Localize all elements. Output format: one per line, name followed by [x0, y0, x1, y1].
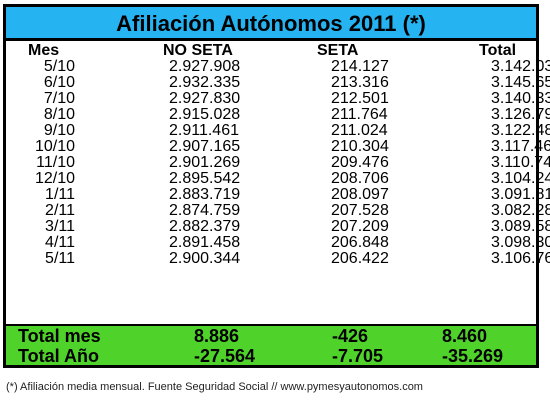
cell-no-seta: 2.874.759 [169, 202, 241, 219]
data-rows: 5/10 2.927.908 214.127 3.142.035 6/10 2.932.3… [6, 58, 550, 267]
table-row: 6/10 2.932.335 213.316 3.145.651 [6, 74, 550, 91]
table-row: 5/10 2.927.908 214.127 3.142.035 [6, 58, 550, 75]
cell-no-seta: 2.895.542 [169, 170, 241, 187]
cell-seta: 208.097 [331, 186, 389, 203]
totals-section: Total mes 8.886 -426 8.460 Total Año -27.564 -… [6, 324, 536, 366]
cell-total: 3.104.248 [491, 170, 550, 187]
cell-total: 3.091.816 [491, 186, 550, 203]
table-row: 5/11 2.900.344 206.422 3.106.766 [6, 250, 550, 267]
table-row: 11/10 2.901.269 209.476 3.110.745 [6, 154, 550, 171]
table-frame: Afiliación Autónomos 2011 (*) Mes NO SET… [3, 4, 550, 368]
cell-seta: 206.422 [331, 250, 389, 267]
total-no-seta: 8.886 [194, 326, 240, 346]
header-row: Mes NO SETA SETA Total [6, 41, 536, 59]
cell-total: 3.145.651 [491, 74, 550, 91]
cell-mes: 6/10 [43, 74, 75, 91]
total-seta: -426 [332, 326, 369, 346]
cell-seta: 212.501 [331, 90, 389, 107]
cell-mes: 2/11 [45, 202, 75, 219]
cell-no-seta: 2.900.344 [169, 250, 241, 267]
cell-total: 3.126.792 [491, 106, 550, 123]
cell-total: 3.106.766 [491, 250, 550, 267]
cell-no-seta: 2.891.458 [169, 234, 241, 251]
cell-mes: 11/10 [36, 154, 75, 171]
cell-no-seta: 2.927.908 [169, 58, 241, 75]
cell-seta: 211.024 [331, 122, 388, 139]
cell-mes: 5/10 [43, 58, 75, 75]
table-row: 10/10 2.907.165 210.304 3.117.469 [6, 138, 550, 155]
total-rows: Total mes 8.886 -426 8.460 Total Año -27.564 -… [6, 326, 536, 366]
total-total: -35.269 [442, 346, 504, 366]
cell-no-seta: 2.901.269 [169, 154, 241, 171]
cell-total: 3.089.588 [491, 218, 550, 235]
cell-no-seta: 2.911.461 [169, 122, 239, 139]
cell-seta: 209.476 [331, 154, 389, 171]
cell-total: 3.110.745 [491, 154, 550, 171]
cell-seta: 208.706 [331, 170, 389, 187]
total-row: Total Año -27.564 -7.705 -35.269 [6, 346, 536, 366]
cell-no-seta: 2.915.028 [169, 106, 241, 123]
cell-no-seta: 2.927.830 [169, 90, 241, 107]
cell-seta: 210.304 [331, 138, 389, 155]
cell-seta: 211.764 [331, 106, 388, 123]
table-row: 3/11 2.882.379 207.209 3.089.588 [6, 218, 550, 235]
cell-seta: 207.528 [331, 202, 389, 219]
table-body: Mes NO SETA SETA Total 5/10 2.927.908 214.… [6, 41, 550, 324]
table-row: 9/10 2.911.461 211.024 3.122.485 [6, 122, 550, 139]
cell-total: 3.117.469 [491, 138, 550, 155]
cell-seta: 213.316 [331, 74, 389, 91]
cell-no-seta: 2.883.719 [169, 186, 241, 203]
table-row: 2/11 2.874.759 207.528 3.082.287 [6, 202, 550, 219]
table-row: 1/11 2.883.719 208.097 3.091.816 [6, 186, 550, 203]
cell-seta: 207.209 [331, 218, 389, 235]
cell-mes: 1/11 [45, 186, 75, 203]
total-label: Total Año [18, 346, 99, 366]
cell-total: 3.140.331 [491, 90, 550, 107]
total-label: Total mes [18, 326, 101, 346]
cell-total: 3.098.306 [491, 234, 550, 251]
cell-mes: 8/10 [43, 106, 75, 123]
cell-seta: 206.848 [331, 234, 389, 251]
cell-mes: 3/11 [45, 218, 75, 235]
cell-mes: 12/10 [34, 170, 75, 187]
cell-mes: 4/11 [45, 234, 75, 251]
total-row: Total mes 8.886 -426 8.460 [6, 326, 536, 346]
table-title: Afiliación Autónomos 2011 (*) [6, 7, 536, 41]
header-no-seta: NO SETA [163, 42, 233, 59]
header-mes: Mes [28, 42, 60, 59]
header-seta: SETA [317, 42, 359, 59]
total-total: 8.460 [442, 326, 488, 346]
footnote: (*) Afiliación media mensual. Fuente Seg… [6, 381, 423, 393]
table-row: 12/10 2.895.542 208.706 3.104.248 [6, 170, 550, 187]
cell-mes: 10/10 [34, 138, 75, 155]
cell-mes: 9/10 [43, 122, 75, 139]
cell-total: 3.082.287 [491, 202, 550, 219]
cell-mes: 7/10 [43, 90, 75, 107]
table-row: 8/10 2.915.028 211.764 3.126.792 [6, 106, 550, 123]
cell-mes: 5/11 [45, 250, 75, 267]
cell-total: 3.142.035 [491, 58, 550, 75]
cell-no-seta: 2.907.165 [169, 138, 241, 155]
table-row: 4/11 2.891.458 206.848 3.098.306 [6, 234, 550, 251]
total-seta: -7.705 [332, 346, 384, 366]
cell-total: 3.122.485 [491, 122, 550, 139]
header-total: Total [479, 42, 517, 59]
table-row: 7/10 2.927.830 212.501 3.140.331 [6, 90, 550, 107]
cell-no-seta: 2.882.379 [169, 218, 241, 235]
total-no-seta: -27.564 [194, 346, 256, 366]
cell-no-seta: 2.932.335 [169, 74, 241, 91]
cell-seta: 214.127 [331, 58, 389, 75]
